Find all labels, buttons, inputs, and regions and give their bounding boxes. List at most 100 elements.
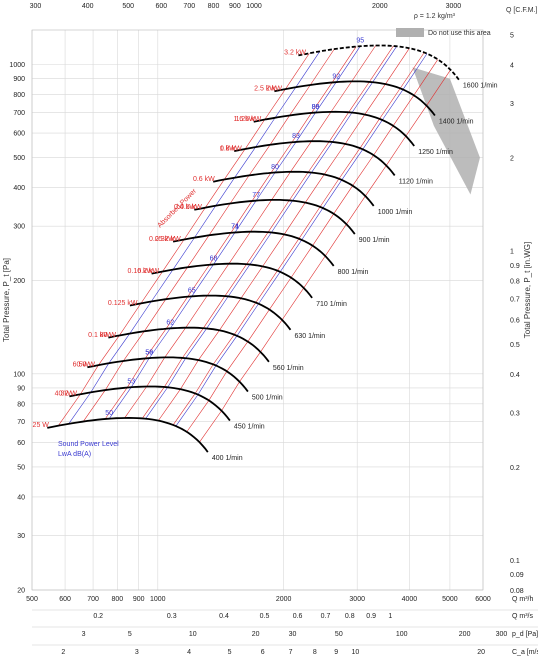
axis-row-label: p_d [Pa]	[512, 631, 538, 638]
y-tick-label: 600	[13, 131, 25, 138]
sound-label: 68	[210, 256, 218, 263]
x-tick-ca: 9	[334, 649, 338, 656]
power-label: 80 W	[100, 332, 117, 339]
x-tick-pd: 300	[496, 631, 508, 638]
power-label: 32 W	[61, 391, 78, 398]
x-tick-pd: 50	[335, 631, 343, 638]
density-note: ρ = 1.2 kg/m³	[414, 13, 456, 20]
y-right-tick-label: 5	[510, 33, 514, 40]
y-right-tick-label: 0.4	[510, 372, 520, 379]
grid	[31, 29, 484, 591]
power-label: 25 W	[33, 422, 50, 429]
y-tick-label: 60	[17, 440, 25, 447]
x-tick-cfm: 1000	[246, 3, 262, 10]
speed-curve-label: 800 1/min	[338, 269, 369, 276]
y-right-tick-label: 0.2	[510, 465, 520, 472]
x-tick-m3h: 700	[87, 596, 99, 603]
speed-curves	[47, 44, 460, 453]
x-tick-m3s: 0.5	[260, 613, 270, 620]
power-label: 0.32 kW	[155, 236, 181, 243]
x-tick-pd: 20	[252, 631, 260, 638]
y-axis-right-label: Total Pressure, P_t [in.WG]	[523, 242, 532, 338]
x-tick-pd: 100	[396, 631, 408, 638]
y-right-tick-label: 0.09	[510, 572, 524, 579]
y-right-tick-label: 0.7	[510, 297, 520, 304]
x-tick-cfm: 3000	[446, 3, 462, 10]
x-tick-cfm: 900	[229, 3, 241, 10]
x-tick-m3h: 5000	[442, 596, 458, 603]
x-tick-ca: 6	[261, 649, 265, 656]
power-label: 1.25 kW	[236, 116, 262, 123]
x-tick-pd: 10	[189, 631, 197, 638]
x-tick-pd: 30	[289, 631, 297, 638]
power-label: 0.2 kW	[137, 268, 159, 275]
x-tick-cfm: 700	[183, 3, 195, 10]
y-tick-label: 80	[17, 401, 25, 408]
x-tick-m3s: 0.6	[293, 613, 303, 620]
power-label: 0.4 kW	[174, 204, 196, 211]
legend-swatch	[396, 28, 424, 37]
x-tick-m3s: 0.3	[167, 613, 177, 620]
x-tick-cfm: 500	[122, 3, 134, 10]
x-tick-m3h: 3000	[349, 596, 365, 603]
y-right-tick-label: 0.8	[510, 279, 520, 286]
x-tick-m3h: 900	[133, 596, 145, 603]
sound-label: 65	[188, 288, 196, 295]
y-tick-label: 300	[13, 224, 25, 231]
power-label: 2 kW	[266, 86, 282, 93]
y-tick-label: 900	[13, 76, 25, 83]
sound-label: 80	[271, 164, 279, 171]
sound-label: 50	[105, 410, 113, 417]
speed-curve-label: 400 1/min	[212, 455, 243, 462]
axes: 2030405060708090100200300400500600700800…	[9, 3, 538, 656]
y-tick-label: 500	[13, 155, 25, 162]
x-tick-cfm: 600	[155, 3, 167, 10]
y-tick-label: 700	[13, 110, 25, 117]
sound-power-unit: LwA dB(A)	[58, 451, 91, 458]
y-tick-label: 1000	[9, 62, 25, 69]
power-label: 1 kW	[220, 145, 236, 152]
x-tick-ca: 5	[228, 649, 232, 656]
excluded-region	[412, 67, 480, 195]
speed-curve-label: 710 1/min	[316, 301, 347, 308]
axis-row-label: Q m³/s	[512, 613, 533, 620]
speed-curve-label: 500 1/min	[252, 395, 283, 402]
speed-curve-label: 1120 1/min	[399, 178, 433, 185]
y-right-tick-label: 0.08	[510, 588, 524, 595]
y-axis-label: Total Pressure, P_t [Pa]	[2, 258, 11, 342]
speed-curve-label: 560 1/min	[273, 365, 304, 372]
y-right-tick-label: 2	[510, 156, 514, 163]
x-tick-m3s: 0.7	[321, 613, 331, 620]
x-tick-ca: 2	[61, 649, 65, 656]
sound-label: 92	[332, 73, 340, 80]
x-tick-cfm: 800	[208, 3, 220, 10]
x-tick-ca: 20	[477, 649, 485, 656]
speed-curve	[213, 170, 375, 207]
speed-curve	[234, 140, 396, 176]
top-axis-label: Q [C.F.M.]	[506, 7, 538, 14]
sound-label: 53	[127, 378, 135, 385]
y-tick-label: 100	[13, 371, 25, 378]
y-tick-label: 400	[13, 185, 25, 192]
x-tick-m3s: 1	[388, 613, 392, 620]
power-label: 0.16 kW	[127, 268, 153, 275]
y-tick-label: 20	[17, 588, 25, 595]
x-tick-ca: 8	[313, 649, 317, 656]
x-tick-m3h: 500	[26, 596, 38, 603]
y-right-tick-label: 0.9	[510, 263, 520, 270]
y-tick-label: 30	[17, 533, 25, 540]
sound-label: 62	[166, 320, 174, 327]
speed-curve-label: 1000 1/min	[378, 209, 413, 216]
y-tick-label: 800	[13, 92, 25, 99]
power-label: 1.6 kW	[233, 116, 255, 123]
x-tick-cfm: 300	[30, 3, 42, 10]
sound-label: 83	[292, 133, 300, 140]
x-tick-ca: 7	[289, 649, 293, 656]
axis-row-label: C_a [m/s]	[512, 649, 538, 656]
speed-curve	[108, 326, 270, 363]
plot-frame	[31, 29, 484, 591]
power-label: 0.1 kW	[88, 332, 110, 339]
speed-curve	[298, 44, 460, 81]
y-tick-label: 50	[17, 464, 25, 471]
